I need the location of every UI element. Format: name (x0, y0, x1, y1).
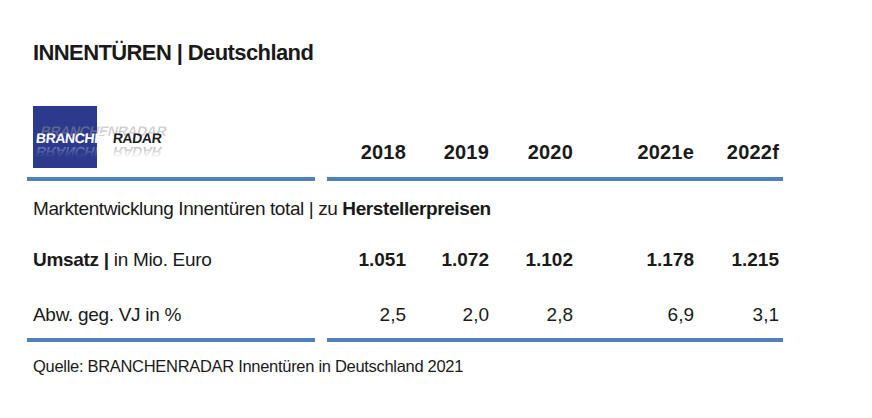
column-header-2022f: 2022f (694, 141, 779, 164)
top-rule-right-segment (327, 177, 783, 181)
branchenradar-logo: BRANCHENRADAR BRANCHENRADAR BRANCHENRADA… (33, 106, 233, 168)
bottom-rule-left-segment (27, 338, 315, 342)
row-label-umsatz: Umsatz | in Mio. Euro (33, 249, 212, 271)
logo-reflection-text: BRANCHENRADAR (34, 144, 163, 160)
row-label-abweichung: Abw. geg. VJ in % (33, 304, 181, 326)
umsatz-value-2020: 1.102 (489, 249, 573, 271)
section-title-bold: Herstellerpreisen (342, 198, 490, 219)
abw-value-2022f: 3,1 (694, 304, 779, 326)
top-rule-left-segment (27, 177, 315, 181)
column-header-2019: 2019 (406, 141, 489, 164)
abw-value-2020: 2,8 (489, 304, 573, 326)
bottom-rule-right-segment (327, 338, 783, 342)
umsatz-value-2022f: 1.215 (694, 249, 779, 271)
logo-wordmark-branchen: BRANCHEN (35, 130, 114, 146)
abw-value-2021e: 6,9 (573, 304, 694, 326)
section-title: Marktentwicklung Innentüren total | zu H… (33, 198, 491, 220)
table-row-umsatz-values: 1.051 1.072 1.102 1.178 1.215 (327, 249, 783, 271)
abw-value-2019: 2,0 (406, 304, 489, 326)
report-table-page: INNENTÜREN | Deutschland BRANCHENRADAR B… (0, 0, 872, 418)
source-note: Quelle: BRANCHENRADAR Innentüren in Deut… (33, 357, 463, 376)
logo-wordmark: BRANCHENRADAR (35, 130, 162, 146)
section-title-regular: Marktentwicklung Innentüren total | zu (33, 198, 342, 219)
umsatz-value-2021e: 1.178 (573, 249, 694, 271)
table-header-row: 2018 2019 2020 2021e 2022f (327, 141, 783, 164)
umsatz-value-2019: 1.072 (406, 249, 489, 271)
column-header-2020: 2020 (489, 141, 573, 164)
logo-wordmark-radar: RADAR (112, 130, 162, 146)
column-header-2018: 2018 (327, 141, 406, 164)
table-row-abweichung-values: 2,5 2,0 2,8 6,9 3,1 (327, 304, 783, 326)
abw-value-2018: 2,5 (327, 304, 406, 326)
column-header-2021e: 2021e (573, 141, 694, 164)
page-title: INNENTÜREN | Deutschland (33, 40, 313, 66)
umsatz-value-2018: 1.051 (327, 249, 406, 271)
